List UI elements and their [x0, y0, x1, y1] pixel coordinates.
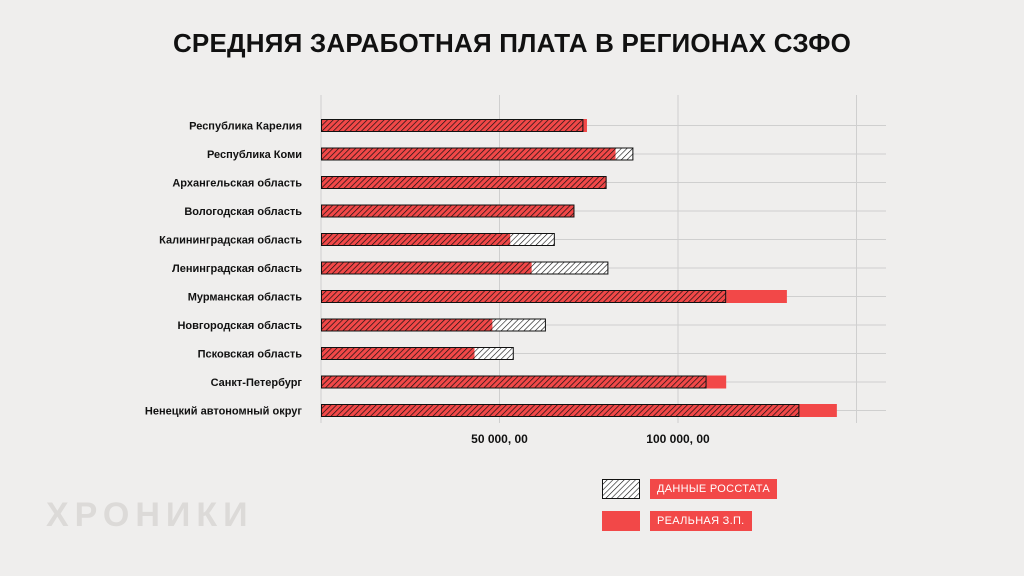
legend-item-rosstat: ДАННЫЕ РОССТАТА [602, 478, 778, 500]
bar-real-excess [706, 375, 727, 389]
bar-rosstat-excess [510, 233, 555, 246]
category-label: Псковская область [198, 349, 303, 361]
category-label: Архангельская область [172, 178, 302, 190]
x-tick-label: 50 000, 00 [471, 432, 528, 446]
bar-overlap [321, 233, 511, 246]
bar-rosstat-outline [321, 233, 555, 246]
category-label: Ленинградская область [172, 263, 302, 275]
legend-swatch-solid [602, 511, 640, 531]
bar-overlap [321, 318, 493, 332]
bar-rosstat-excess [615, 147, 634, 161]
category-label: Ненецкий автономный округ [145, 406, 302, 418]
bar-rosstat-excess [492, 318, 546, 332]
legend-label-real: РЕАЛЬНАЯ З.П. [650, 511, 752, 531]
bars-layer [321, 119, 837, 417]
bar-real-excess [726, 290, 787, 303]
legend-item-real: РЕАЛЬНАЯ З.П. [602, 510, 777, 532]
category-label: Республика Коми [207, 149, 302, 161]
bar-rosstat-outline [321, 375, 707, 389]
category-label: Санкт-Петербург [211, 377, 303, 389]
bar-overlap [321, 176, 607, 189]
grid-layer [320, 95, 886, 423]
category-label: Калининградская область [159, 235, 302, 247]
legend-swatch-hatch [602, 479, 640, 499]
category-label: Мурманская область [188, 292, 303, 304]
bar-overlap [321, 261, 532, 275]
category-label: Республика Карелия [189, 121, 302, 133]
bar-real-excess [799, 404, 837, 417]
bar-real-excess [583, 119, 587, 132]
bar-rosstat-outline [321, 404, 800, 417]
bar-rosstat-excess [474, 347, 514, 360]
bar-overlap [321, 147, 616, 161]
bar-overlap [321, 204, 575, 218]
category-label: Новгородская область [177, 320, 302, 332]
labels-layer: Республика Карелия Республика Коми Арханге… [145, 121, 710, 447]
legend: ДАННЫЕ РОССТАТА РЕАЛЬНАЯ З.П. [602, 478, 778, 542]
bar-overlap [321, 119, 584, 132]
bar-rosstat-outline [321, 119, 584, 132]
bar-overlap [321, 375, 707, 389]
legend-label-rosstat: ДАННЫЕ РОССТАТА [650, 479, 778, 499]
bar-rosstat-outline [321, 261, 609, 275]
bar-overlap [321, 347, 475, 360]
bar-rosstat-outline [321, 290, 727, 303]
bar-rosstat-outline [321, 176, 607, 189]
bar-rosstat-outline [321, 204, 575, 218]
bar-rosstat-outline [321, 147, 634, 161]
brand-watermark: ХРОНИКИ [46, 496, 254, 534]
bar-overlap [321, 290, 727, 303]
bar-rosstat-outline [321, 318, 546, 332]
x-tick-label: 100 000, 00 [646, 432, 710, 446]
bar-rosstat-outline [321, 347, 514, 360]
category-label: Вологодская область [184, 206, 302, 218]
bar-overlap [321, 404, 800, 417]
chart-title: СРЕДНЯЯ ЗАРАБОТНАЯ ПЛАТА В РЕГИОНАХ СЗФО [172, 28, 852, 58]
bar-rosstat-excess [531, 261, 609, 275]
